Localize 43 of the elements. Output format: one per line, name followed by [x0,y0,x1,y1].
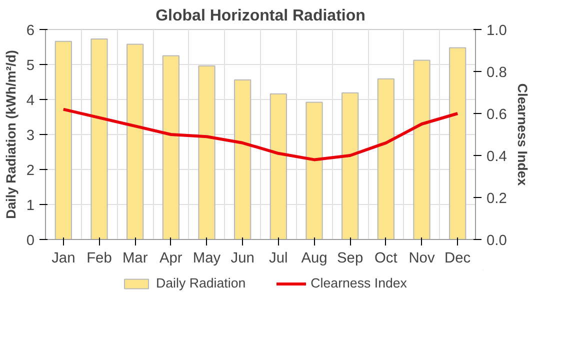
y2-axis-title: Clearness Index [514,83,530,186]
legend-label: Clearness Index [310,276,407,290]
y2-tick-label: 0.6 [486,107,507,123]
y2-tick-label: 0.8 [486,65,507,81]
x-tick-label: Aug [301,250,328,266]
bar [126,44,144,240]
x-tick-label: Jan [52,250,76,266]
x-tick-label: Jun [230,250,254,266]
y-tick-label: 2 [26,163,35,179]
y-tick-label: 5 [26,58,35,74]
y-tick-label: 6 [26,23,35,39]
y-tick-label: 1 [26,198,35,214]
bar [342,92,359,240]
x-tick-label: Jul [269,250,288,266]
y-tick-label: 4 [26,93,35,109]
line-series [62,108,460,162]
bar [306,102,323,240]
y-axis-title: Daily Radiation (kWh/m²/d) [3,50,18,219]
x-tick-label: May [192,250,222,266]
y2-tick-label: 1.0 [486,23,507,39]
x-tick-label: Oct [374,250,398,266]
y2-tick-label: 0.4 [486,149,507,165]
x-tick-label: Feb [86,250,112,266]
bar [90,38,108,240]
x-tick-label: Dec [444,250,471,266]
x-tick-label: Nov [408,250,436,266]
bar [162,55,180,240]
legend-label: Daily Radiation [156,276,246,290]
chart-title: Global Horizontal Radiation [156,8,366,24]
x-tick-label: Sep [337,250,364,266]
x-tick-label: Apr [160,250,182,266]
y-tick-label: 3 [26,128,35,144]
bar [377,78,394,240]
bar [54,40,72,240]
y2-tick-label: 0.2 [486,191,507,207]
y2-tick-label: 0.0 [486,233,507,249]
bar [449,47,466,240]
y-tick-label: 0 [26,233,35,249]
x-tick-label: Mar [122,250,148,266]
bar [413,60,430,240]
bar [198,65,216,240]
bar [234,79,252,240]
bar [270,93,287,240]
